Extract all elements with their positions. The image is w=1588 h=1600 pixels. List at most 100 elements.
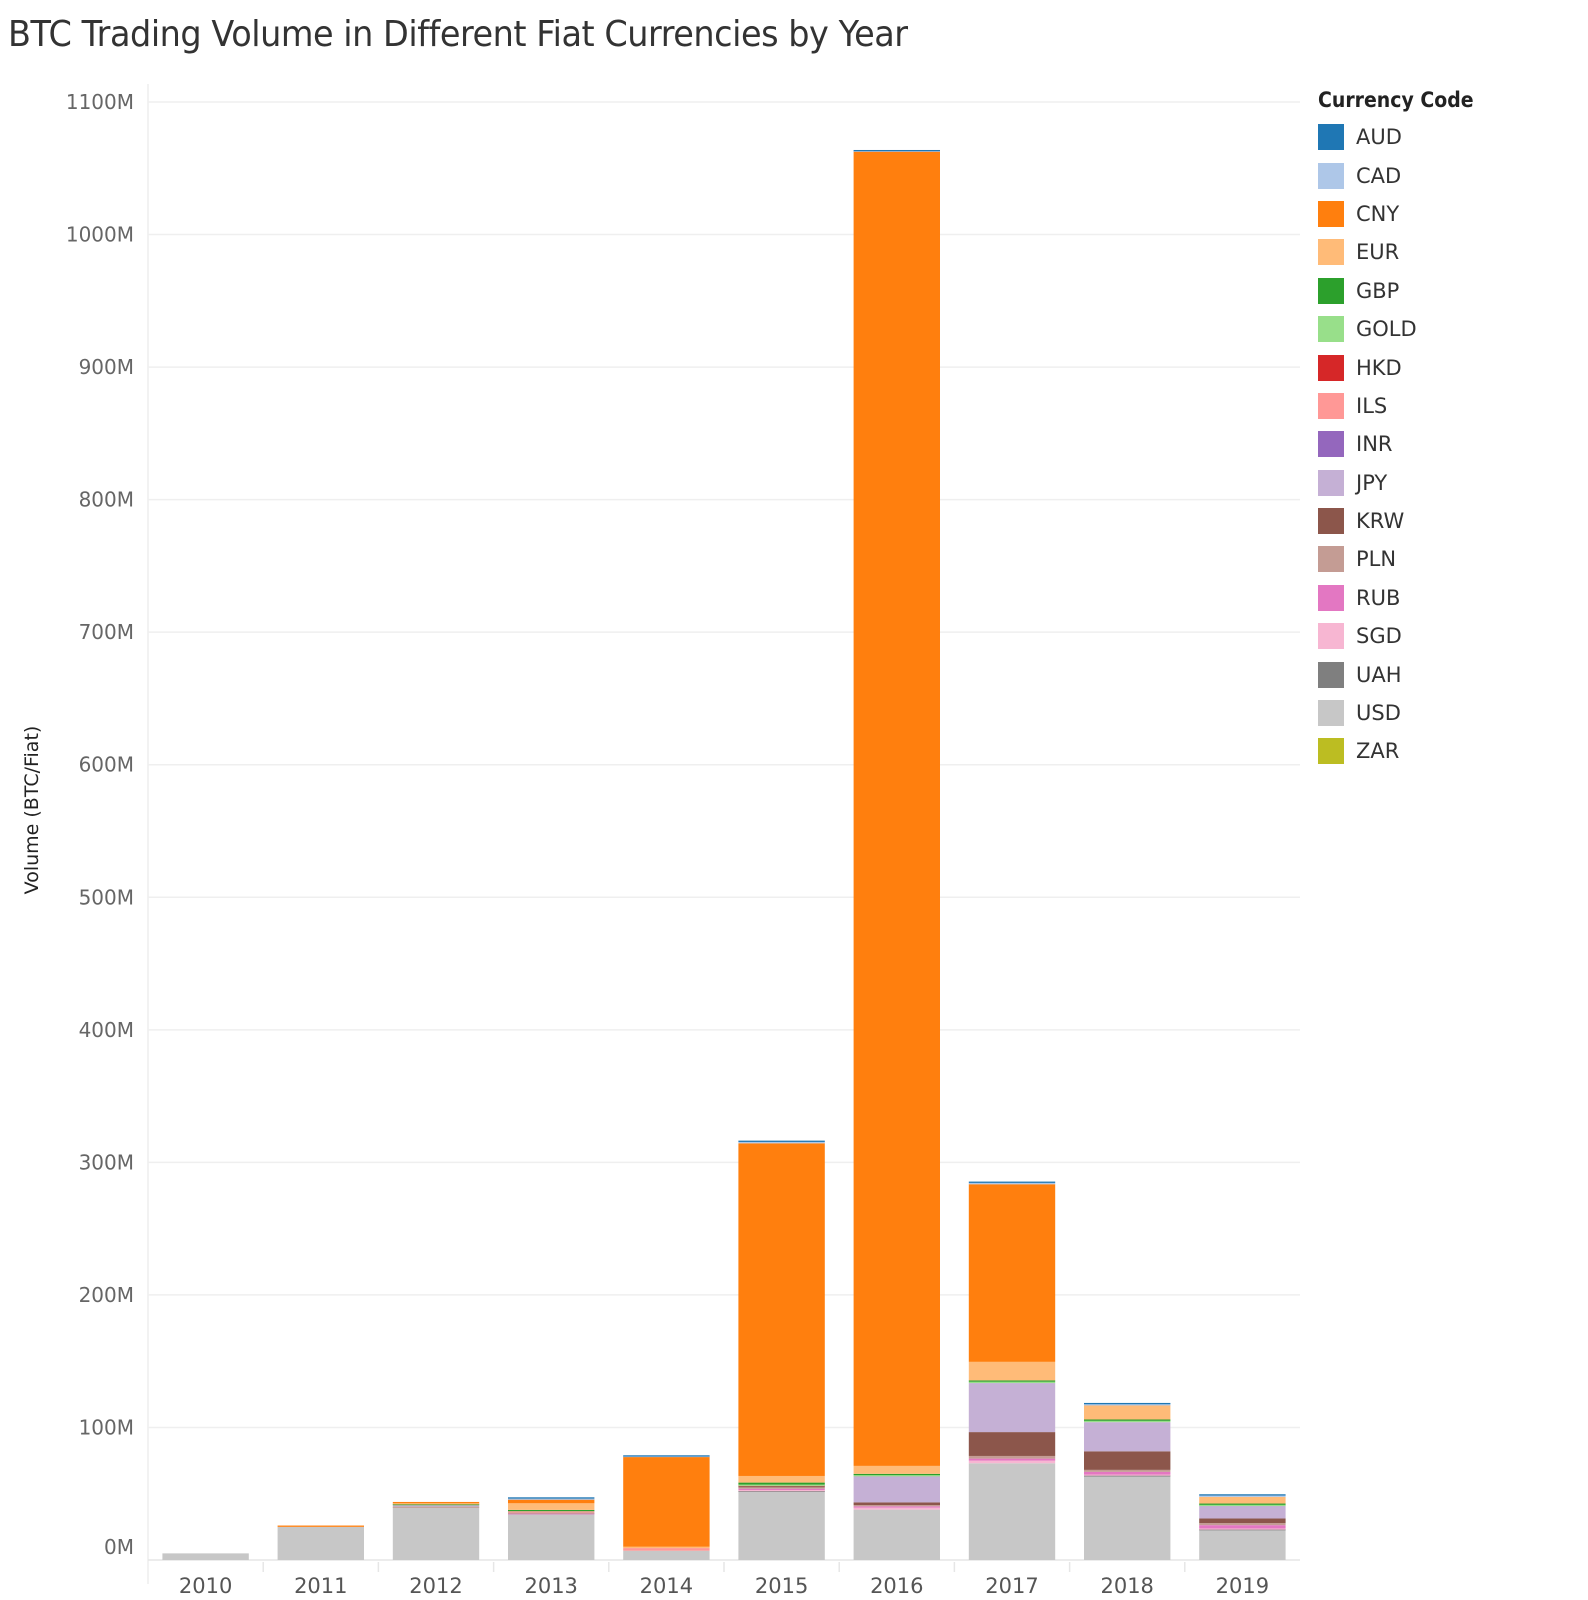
bar-segment-2012-pln[interactable] <box>392 1506 480 1508</box>
bar-segment-2017-gold[interactable] <box>968 1381 1056 1384</box>
bar-segment-2017-gbp[interactable] <box>968 1380 1056 1382</box>
bar-segment-2018-sgd[interactable] <box>1084 1474 1171 1476</box>
bar-segment-2017-cny[interactable] <box>968 1184 1056 1362</box>
bar-segment-2013-gbp[interactable] <box>508 1509 595 1512</box>
bar-segment-2016-aud[interactable] <box>853 149 940 152</box>
legend-item-zar[interactable]: ZAR <box>1318 732 1491 770</box>
bar-segment-2015-uah[interactable] <box>738 1490 825 1492</box>
bar-segment-2014-cny[interactable] <box>623 1456 710 1547</box>
bar-segment-2019-usd[interactable] <box>1199 1529 1286 1560</box>
bar-segment-2018-jpy[interactable] <box>1084 1422 1171 1452</box>
bar-stack-2014[interactable] <box>623 1455 710 1560</box>
bar-segment-2017-eur[interactable] <box>968 1361 1056 1381</box>
legend-item-cny[interactable]: CNY <box>1318 195 1491 233</box>
bar-segment-2012-gbp[interactable] <box>392 1503 480 1506</box>
bar-stack-2019[interactable] <box>1199 1494 1286 1560</box>
bar-segment-2017-aud[interactable] <box>968 1181 1056 1183</box>
bar-segment-2016-pln[interactable] <box>853 1504 940 1507</box>
bar-segment-2015-pln[interactable] <box>738 1487 825 1489</box>
bar-segment-2018-aud[interactable] <box>1084 1402 1171 1405</box>
bar-segment-2013-cny[interactable] <box>508 1499 595 1504</box>
bar-segment-2015-aud[interactable] <box>738 1140 825 1142</box>
legend-item-pln[interactable]: PLN <box>1318 540 1491 578</box>
bar-segment-2019-aud[interactable] <box>1199 1494 1286 1496</box>
bar-segment-2019-uah[interactable] <box>1199 1529 1286 1531</box>
bar-segment-2013-eur[interactable] <box>508 1503 595 1510</box>
bar-segment-2016-gold[interactable] <box>853 1475 940 1477</box>
bar-stack-2016[interactable] <box>853 149 940 1560</box>
bar-segment-2013-rub[interactable] <box>508 1513 595 1515</box>
bar-segment-2012-usd[interactable] <box>392 1506 480 1560</box>
bar-segment-2016-usd[interactable] <box>853 1509 940 1560</box>
bar-segment-2012-cny[interactable] <box>392 1501 480 1504</box>
legend-item-usd[interactable]: USD <box>1318 694 1491 732</box>
bar-segment-2015-sgd[interactable] <box>738 1490 825 1492</box>
bar-segment-2011-usd[interactable] <box>277 1526 364 1560</box>
legend-item-gbp[interactable]: GBP <box>1318 272 1491 310</box>
legend-item-jpy[interactable]: JPY <box>1318 464 1491 502</box>
bar-segment-2015-eur[interactable] <box>738 1475 825 1483</box>
bar-segment-2010-usd[interactable] <box>162 1553 249 1560</box>
bar-segment-2013-aud[interactable] <box>508 1497 595 1499</box>
bar-segment-2019-cad[interactable] <box>1199 1495 1286 1497</box>
bar-segment-2015-cny[interactable] <box>738 1143 825 1476</box>
bar-segment-2017-usd[interactable] <box>968 1463 1056 1560</box>
bar-segment-2017-cad[interactable] <box>968 1182 1056 1185</box>
bar-stack-2011[interactable] <box>277 1525 364 1560</box>
bar-segment-2017-krw[interactable] <box>968 1432 1056 1456</box>
bar-stack-2018[interactable] <box>1084 1402 1171 1560</box>
legend-item-rub[interactable]: RUB <box>1318 579 1491 617</box>
legend-item-gold[interactable]: GOLD <box>1318 310 1491 348</box>
bar-segment-2019-sgd[interactable] <box>1199 1528 1286 1530</box>
legend-item-uah[interactable]: UAH <box>1318 655 1491 693</box>
bar-segment-2019-pln[interactable] <box>1199 1523 1286 1526</box>
bar-segment-2019-jpy[interactable] <box>1199 1505 1286 1519</box>
bar-segment-2014-aud[interactable] <box>623 1455 710 1457</box>
legend-item-inr[interactable]: INR <box>1318 425 1491 463</box>
bar-segment-2018-cad[interactable] <box>1084 1404 1171 1406</box>
bar-segment-2015-cad[interactable] <box>738 1141 825 1144</box>
bar-segment-2013-pln[interactable] <box>508 1512 595 1514</box>
bar-stack-2017[interactable] <box>968 1181 1056 1560</box>
bar-segment-2014-eur[interactable] <box>623 1546 710 1549</box>
bar-segment-2014-ils[interactable] <box>623 1548 710 1551</box>
bar-segment-2017-rub[interactable] <box>968 1458 1056 1461</box>
legend-item-hkd[interactable]: HKD <box>1318 348 1491 386</box>
bar-segment-2017-jpy[interactable] <box>968 1383 1056 1433</box>
bar-stack-2012[interactable] <box>392 1501 480 1560</box>
bar-segment-2016-jpy[interactable] <box>853 1475 940 1503</box>
bar-segment-2012-eur[interactable] <box>392 1503 480 1505</box>
bar-segment-2019-krw[interactable] <box>1199 1518 1286 1524</box>
bar-segment-2019-eur[interactable] <box>1199 1496 1286 1504</box>
bar-segment-2011-cny[interactable] <box>277 1525 364 1527</box>
bar-segment-2018-pln[interactable] <box>1084 1469 1171 1472</box>
bar-segment-2019-gbp[interactable] <box>1199 1503 1286 1505</box>
bar-segment-2015-gold[interactable] <box>738 1484 825 1486</box>
bar-segment-2018-usd[interactable] <box>1084 1476 1171 1560</box>
legend-item-aud[interactable]: AUD <box>1318 118 1491 156</box>
bar-segment-2016-krw[interactable] <box>853 1502 940 1505</box>
bar-segment-2015-gbp[interactable] <box>738 1482 825 1485</box>
legend-item-krw[interactable]: KRW <box>1318 502 1491 540</box>
bar-segment-2013-ils[interactable] <box>508 1511 595 1513</box>
bar-segment-2018-gold[interactable] <box>1084 1420 1171 1423</box>
bar-segment-2019-rub[interactable] <box>1199 1525 1286 1529</box>
bar-segment-2015-krw[interactable] <box>738 1485 825 1488</box>
bar-stack-2015[interactable] <box>738 1140 825 1560</box>
bar-segment-2012-jpy[interactable] <box>392 1505 480 1507</box>
legend-item-ils[interactable]: ILS <box>1318 387 1491 425</box>
bar-segment-2014-usd[interactable] <box>623 1550 710 1560</box>
bar-segment-2017-sgd[interactable] <box>968 1460 1056 1464</box>
bar-stack-2010[interactable] <box>162 1553 249 1560</box>
bar-segment-2015-rub[interactable] <box>738 1488 825 1491</box>
bar-segment-2013-cad[interactable] <box>508 1498 595 1500</box>
bar-segment-2015-usd[interactable] <box>738 1491 825 1560</box>
bar-segment-2016-gbp[interactable] <box>853 1473 940 1476</box>
bar-segment-2014-cad[interactable] <box>623 1455 710 1458</box>
bar-segment-2016-cad[interactable] <box>853 150 940 152</box>
bar-segment-2016-rub[interactable] <box>853 1506 940 1508</box>
bar-segment-2017-pln[interactable] <box>968 1455 1056 1459</box>
legend-item-eur[interactable]: EUR <box>1318 233 1491 271</box>
bar-segment-2018-krw[interactable] <box>1084 1451 1171 1470</box>
bar-stack-2013[interactable] <box>508 1497 595 1560</box>
